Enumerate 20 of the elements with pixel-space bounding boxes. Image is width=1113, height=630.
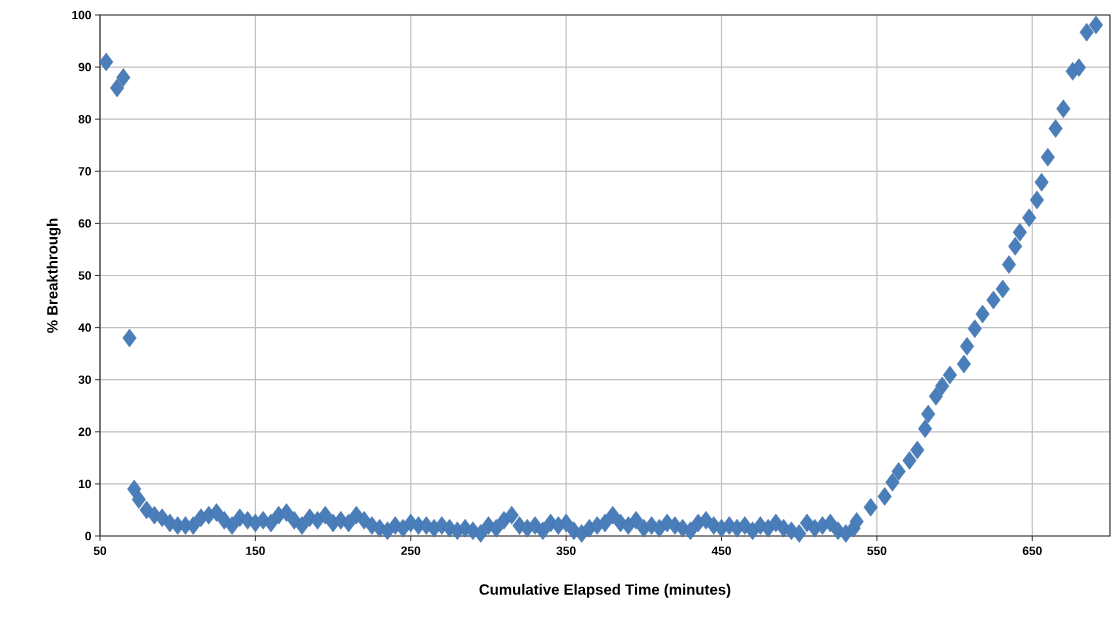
y-tick-label: 20 — [78, 427, 91, 437]
y-tick-label: 40 — [78, 323, 91, 332]
x-axis-title: Cumulative Elapsed Time (minutes) — [479, 583, 731, 598]
y-tick-label: 60 — [78, 219, 91, 228]
x-tick-label: 250 — [401, 546, 421, 555]
y-tick-label: 10 — [78, 479, 91, 489]
y-axis-title: % Breakthrough — [46, 218, 61, 333]
y-tick-label: 0 — [85, 531, 91, 541]
y-tick-label: 100 — [72, 10, 91, 20]
y-tick-label: 30 — [78, 375, 91, 384]
x-tick-label: 450 — [711, 546, 731, 555]
y-tick-label: 80 — [78, 114, 91, 124]
y-tick-label: 70 — [78, 167, 91, 176]
y-tick-label: 50 — [78, 271, 91, 280]
x-tick-label: 650 — [1022, 546, 1042, 555]
x-tick-label: 350 — [556, 546, 576, 556]
x-tick-label: 50 — [93, 546, 107, 555]
x-tick-label: 550 — [867, 546, 887, 555]
x-tick-label: 150 — [246, 546, 265, 555]
y-tick-label: 90 — [78, 62, 91, 72]
